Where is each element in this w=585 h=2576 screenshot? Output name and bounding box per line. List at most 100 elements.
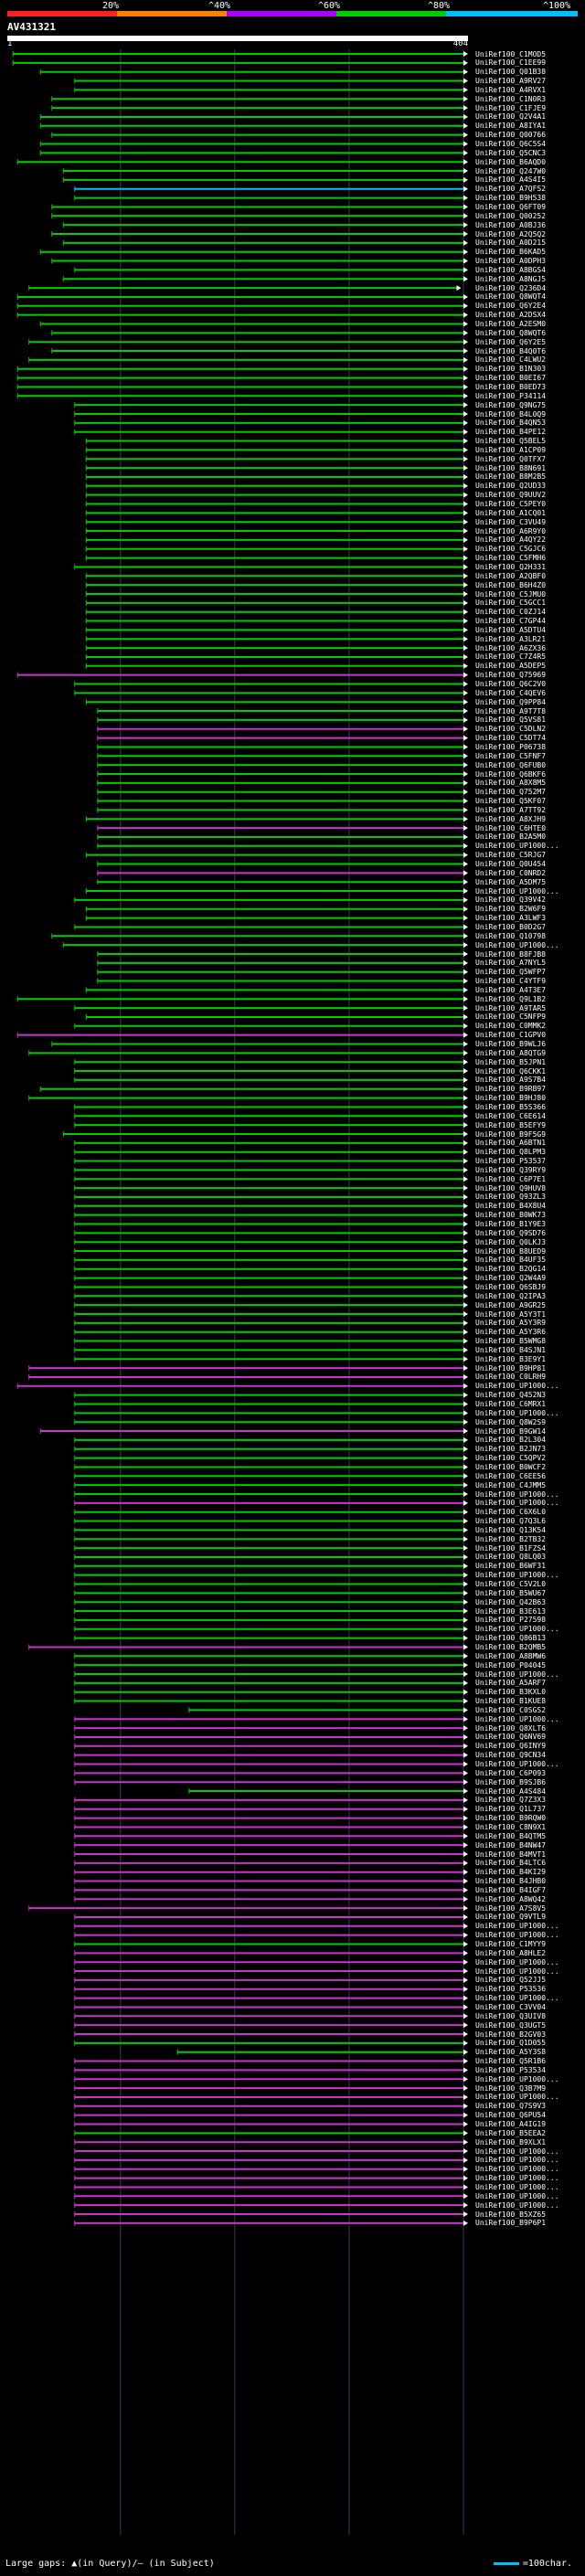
hit-label[interactable]: UniRef100_UP1000... [475,1499,559,1508]
hit-label[interactable]: UniRef100_C6X6L0 [475,1508,547,1517]
hit-label[interactable]: UniRef100_Q5KF07 [475,797,547,806]
hit-label[interactable]: UniRef100_UP1000... [475,1670,559,1679]
hit-label[interactable]: UniRef100_P34114 [475,391,547,400]
hit-label[interactable]: UniRef100_A6ZX36 [475,643,547,652]
hit-label[interactable]: UniRef100_B8UED9 [475,1246,547,1256]
hit-label[interactable]: UniRef100_Q6Y2E5 [475,337,547,346]
hit-label[interactable]: UniRef100_A4RVX1 [475,85,547,94]
hit-label[interactable]: UniRef100_C3VU49 [475,517,547,526]
hit-label[interactable]: UniRef100_B9H538 [475,194,547,203]
hit-label[interactable]: UniRef100_A0DPH3 [475,257,547,266]
hit-label[interactable]: UniRef100_A2DSX4 [475,311,547,320]
hit-label[interactable]: UniRef100_B9SJB6 [475,1777,547,1786]
hit-label[interactable]: UniRef100_B9P6P1 [475,2219,547,2228]
hit-label[interactable]: UniRef100_UP1000... [475,1966,559,1976]
hit-label[interactable]: UniRef100_B8FJB8 [475,949,547,959]
hit-label[interactable]: UniRef100_A9TAR5 [475,1003,547,1012]
hit-label[interactable]: UniRef100_B2A5M0 [475,832,547,842]
hit-label[interactable]: UniRef100_B8M2B5 [475,472,547,482]
hit-label[interactable]: UniRef100_B4QTM5 [475,1831,547,1840]
hit-label[interactable]: UniRef100_C1N0R3 [475,94,547,103]
hit-label[interactable]: UniRef100_A9GR25 [475,1300,547,1309]
hit-label[interactable]: UniRef100_Q7Q3L6 [475,1517,547,1526]
hit-label[interactable]: UniRef100_A7TT92 [475,805,547,814]
hit-label[interactable]: UniRef100_Q3UGT5 [475,2020,547,2030]
hit-label[interactable]: UniRef100_A1CP09 [475,445,547,454]
hit-label[interactable]: UniRef100_A5DTU4 [475,625,547,634]
hit-label[interactable]: UniRef100_Q5CNC3 [475,148,547,157]
hit-label[interactable]: UniRef100_Q2W4A9 [475,1274,547,1283]
hit-label[interactable]: UniRef100_A6R9Y0 [475,526,547,535]
hit-label[interactable]: UniRef100_UP1000... [475,2200,559,2210]
hit-label[interactable]: UniRef100_Q9UUV2 [475,491,547,500]
hit-label[interactable]: UniRef100_B0D2G7 [475,922,547,931]
hit-label[interactable]: UniRef100_B6AQD0 [475,157,547,166]
hit-label[interactable]: UniRef100_C1GPV0 [475,1031,547,1040]
hit-label[interactable]: UniRef100_A5Y3R9 [475,1319,547,1328]
hit-label[interactable]: UniRef100_Q00252 [475,211,547,220]
hit-label[interactable]: UniRef100_B9XLX1 [475,2137,547,2147]
hit-label[interactable]: UniRef100_B4IGF7 [475,1885,547,1894]
hit-label[interactable]: UniRef100_A7QFS2 [475,185,547,194]
hit-label[interactable]: UniRef100_Q0LKJ3 [475,1237,547,1246]
hit-label[interactable]: UniRef100_C7Z4R5 [475,652,547,662]
hit-label[interactable]: UniRef100_C5GJC6 [475,545,547,554]
hit-label[interactable]: UniRef100_P53536 [475,1985,547,1994]
hit-label[interactable]: UniRef100_A8BMW6 [475,1651,547,1660]
hit-label[interactable]: UniRef100_C6P093 [475,1768,547,1777]
hit-label[interactable]: UniRef100_Q2H331 [475,562,547,571]
hit-label[interactable]: UniRef100_A6BTN1 [475,1139,547,1148]
hit-label[interactable]: UniRef100_Q452N3 [475,1391,547,1400]
hit-label[interactable]: UniRef100_Q6PU54 [475,2111,547,2120]
hit-label[interactable]: UniRef100_C7GP44 [475,617,547,626]
hit-label[interactable]: UniRef100_UP1000... [475,2165,559,2174]
hit-label[interactable]: UniRef100_UP1000... [475,1382,559,1391]
hit-label[interactable]: UniRef100_Q9CN34 [475,1751,547,1760]
hit-label[interactable]: UniRef100_C6HTE0 [475,823,547,832]
hit-label[interactable]: UniRef100_C5PEY0 [475,500,547,508]
hit-label[interactable]: UniRef100_B5JPN1 [475,1057,547,1066]
hit-label[interactable]: UniRef100_B9HP81 [475,1363,547,1373]
hit-label[interactable]: UniRef100_C1FJE9 [475,103,547,112]
hit-label[interactable]: UniRef100_Q10798 [475,931,547,940]
hit-label[interactable]: UniRef100_C1MOD5 [475,49,547,58]
hit-label[interactable]: UniRef100_A9RV27 [475,77,547,86]
hit-label[interactable]: UniRef100_Q13K54 [475,1525,547,1534]
hit-label[interactable]: UniRef100_Q8WQT4 [475,292,547,302]
hit-label[interactable]: UniRef100_UP1000... [475,1571,559,1580]
hit-label[interactable]: UniRef100_C4YTF9 [475,977,547,986]
hit-label[interactable]: UniRef100_B6WF31 [475,1562,547,1571]
hit-label[interactable]: UniRef100_B2QMB5 [475,1642,547,1651]
hit-label[interactable]: UniRef100_A2ESM0 [475,320,547,328]
hit-label[interactable]: UniRef100_A5DM75 [475,877,547,886]
hit-label[interactable]: UniRef100_UP1000... [475,2182,559,2191]
hit-label[interactable]: UniRef100_B2QG14 [475,1265,547,1274]
hit-label[interactable]: UniRef100_Q8LPM3 [475,1148,547,1157]
hit-label[interactable]: UniRef100_UP1000... [475,842,559,851]
hit-label[interactable]: UniRef100_A8XJH9 [475,814,547,823]
hit-label[interactable]: UniRef100_A0BJ36 [475,220,547,229]
hit-label[interactable]: UniRef100_Q8WQT6 [475,328,547,337]
hit-label[interactable]: UniRef100_C5DT74 [475,734,547,743]
hit-label[interactable]: UniRef100_Q5WFP7 [475,968,547,977]
hit-label[interactable]: UniRef100_B4L0Q9 [475,409,547,419]
hit-label[interactable]: UniRef100_Q0U454 [475,860,547,868]
hit-label[interactable]: UniRef100_Q01B38 [475,68,547,77]
hit-label[interactable]: UniRef100_B4MVT1 [475,1850,547,1859]
hit-label[interactable]: UniRef100_A8BGS4 [475,265,547,274]
hit-label[interactable]: UniRef100_P27598 [475,1616,547,1625]
hit-label[interactable]: UniRef100_A9T7T8 [475,706,547,716]
hit-label[interactable]: UniRef100_Q6NV69 [475,1733,547,1742]
hit-label[interactable]: UniRef100_UP1000... [475,2147,559,2156]
hit-label[interactable]: UniRef100_Q42B63 [475,1597,547,1606]
hit-label[interactable]: UniRef100_Q3UIV8 [475,2011,547,2020]
hit-label[interactable]: UniRef100_C5QPV2 [475,1454,547,1463]
hit-label[interactable]: UniRef100_UP1000... [475,2191,559,2200]
hit-label[interactable]: UniRef100_A8HLE2 [475,1948,547,1957]
hit-label[interactable]: UniRef100_C0NRD2 [475,868,547,877]
hit-label[interactable]: UniRef100_A4QY22 [475,535,547,545]
hit-label[interactable]: UniRef100_A7NYL5 [475,959,547,968]
hit-label[interactable]: UniRef100_B0WCF2 [475,1462,547,1471]
hit-label[interactable]: UniRef100_C1MYY9 [475,1940,547,1948]
hit-label[interactable]: UniRef100_Q6FUB0 [475,760,547,769]
